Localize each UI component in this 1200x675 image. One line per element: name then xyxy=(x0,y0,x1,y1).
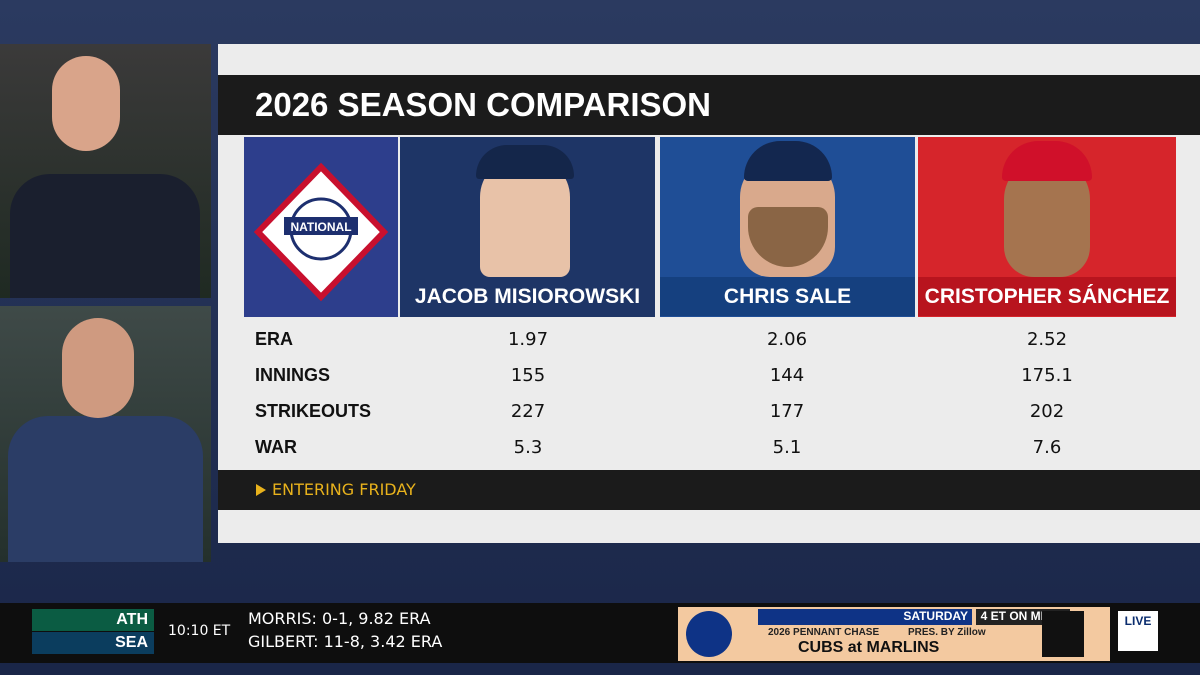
comparison-panel: 2026 SEASON COMPARISON NATIONAL JACOB MI… xyxy=(218,44,1200,543)
player-name: CHRIS SALE xyxy=(660,277,915,316)
live-badge: LIVE xyxy=(1118,611,1158,651)
player-card: CHRIS SALE xyxy=(660,137,915,317)
promo-day: SATURDAY xyxy=(758,609,972,625)
promo: SATURDAY 4 ET ON MLBN 2026 PENNANT CHASE… xyxy=(678,607,1110,661)
promo-series: 2026 PENNANT CHASE xyxy=(768,627,880,638)
stat-value: 144 xyxy=(769,365,805,386)
host-panel-top xyxy=(0,44,211,298)
player-card: CRISTOPHER SÁNCHEZ xyxy=(918,137,1176,317)
league-logo-card: NATIONAL xyxy=(244,137,398,317)
stat-value: 5.1 xyxy=(772,437,802,458)
stat-value: 155 xyxy=(510,365,546,386)
stat-value: 175.1 xyxy=(1021,365,1073,386)
stat-value: 2.06 xyxy=(766,329,808,350)
arrow-icon xyxy=(256,484,266,496)
row-label: WAR xyxy=(255,437,297,457)
stat-value: 1.97 xyxy=(507,329,549,350)
stat-value: 2.52 xyxy=(1026,329,1068,350)
player-card: JACOB MISIOROWSKI xyxy=(400,137,655,317)
pitcher-line: MORRIS: 0-1, 9.82 ERA xyxy=(248,609,431,628)
logo-text: NATIONAL xyxy=(290,220,351,234)
away-team: ATH xyxy=(32,609,154,631)
ticker: ATH SEA 10:10 ET MORRIS: 0-1, 9.82 ERA G… xyxy=(0,603,1200,663)
stat-value: 7.6 xyxy=(1032,437,1062,458)
footnote-bar: ENTERING FRIDAY xyxy=(218,470,1200,510)
promo-sponsor: PRES. BY Zillow xyxy=(908,627,986,638)
row-label: ERA xyxy=(255,329,294,349)
promo-matchup: CUBS at MARLINS xyxy=(798,639,940,656)
pitcher-line: GILBERT: 11-8, 3.42 ERA xyxy=(248,632,443,651)
stat-value: 202 xyxy=(1029,401,1065,422)
game-time: 10:10 ET xyxy=(168,623,231,639)
row-label: INNINGS xyxy=(255,365,331,385)
stat-value: 227 xyxy=(510,401,546,422)
host-panel-bottom xyxy=(0,306,211,562)
footnote: ENTERING FRIDAY xyxy=(272,480,416,499)
player-name: JACOB MISIOROWSKI xyxy=(400,277,655,316)
stat-value: 5.3 xyxy=(513,437,543,458)
player-name: CRISTOPHER SÁNCHEZ xyxy=(918,277,1176,316)
row-label: STRIKEOUTS xyxy=(255,401,372,421)
title: 2026 SEASON COMPARISON xyxy=(255,86,712,123)
stat-value: 177 xyxy=(769,401,805,422)
league-logo: NATIONAL xyxy=(253,162,389,302)
home-team: SEA xyxy=(32,632,154,654)
